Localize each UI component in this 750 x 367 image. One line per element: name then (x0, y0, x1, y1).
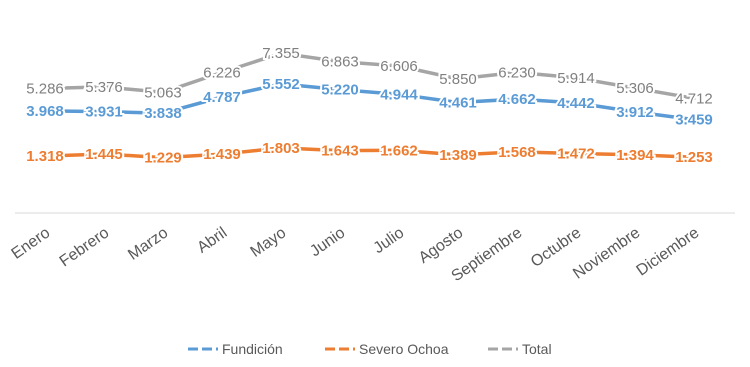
data-label-fundici-n: 3.931 (85, 104, 123, 121)
data-label-severo-ochoa: 1.229 (144, 150, 182, 167)
data-label-total: 6.606 (380, 58, 418, 75)
data-label-fundici-n: 3.459 (675, 112, 713, 129)
data-label-severo-ochoa: 1.445 (85, 146, 123, 163)
data-label-fundici-n: 4.662 (498, 91, 536, 108)
x-tick-label: Julio (371, 224, 408, 257)
data-label-severo-ochoa: 1.253 (675, 149, 713, 166)
data-label-fundici-n: 4.461 (439, 95, 477, 112)
data-label-total: 5.063 (144, 84, 182, 101)
legend-label: Severo Ochoa (359, 341, 449, 357)
series-line-fundici-n (43, 82, 696, 122)
data-label-fundici-n: 4.944 (380, 86, 418, 103)
x-tick-label: Noviembre (570, 224, 643, 282)
data-label-fundici-n: 3.912 (616, 104, 654, 121)
legend: Fundición Severo Ochoa Total (188, 341, 552, 357)
x-tick-label: Mayo (247, 224, 289, 260)
data-label-total: 4.712 (675, 90, 713, 107)
data-label-severo-ochoa: 1.803 (262, 140, 300, 157)
x-tick-label: Agosto (416, 224, 467, 267)
data-label-severo-ochoa: 1.389 (439, 147, 477, 164)
series-line-total (43, 51, 696, 101)
data-label-fundici-n: 3.838 (144, 105, 182, 122)
data-label-total: 5.286 (26, 81, 64, 98)
legend-item-fundici-n: Fundición (188, 341, 283, 357)
legend-label: Fundición (222, 341, 283, 357)
data-label-total: 6.226 (203, 64, 241, 81)
data-label-fundici-n: 5.220 (321, 82, 359, 99)
x-tick-label: Enero (9, 224, 54, 262)
data-label-fundici-n: 5.552 (262, 76, 300, 93)
legend-item-severo-ochoa: Severo Ochoa (325, 341, 449, 357)
x-tick-label: Abril (194, 224, 230, 256)
data-label-severo-ochoa: 1.643 (321, 143, 359, 160)
data-label-severo-ochoa: 1.662 (380, 142, 418, 159)
data-label-fundici-n: 3.968 (26, 103, 64, 120)
data-label-severo-ochoa: 1.568 (498, 144, 536, 161)
data-label-total: 5.914 (557, 70, 595, 87)
x-axis-tick-labels: Enero Febrero Marzo Abril Mayo Junio Julio Agos… (9, 224, 703, 285)
data-labels: 3.968 3.931 3.838 4.787 5.552 5.220 4.944 4.461… (24, 43, 715, 168)
legend-label: Total (522, 341, 552, 357)
data-label-total: 5.850 (439, 71, 477, 88)
data-label-total: 5.376 (85, 79, 123, 96)
data-label-total: 6.230 (498, 64, 536, 81)
data-label-total: 6.863 (321, 54, 359, 71)
data-label-total: 7.355 (262, 45, 300, 62)
data-label-severo-ochoa: 1.472 (557, 146, 595, 163)
x-tick-label: Diciembre (634, 224, 703, 279)
x-tick-label: Junio (307, 224, 348, 260)
data-label-fundici-n: 4.787 (203, 89, 241, 106)
data-label-severo-ochoa: 1.439 (203, 146, 241, 163)
data-label-total: 5.306 (616, 80, 654, 97)
data-label-fundici-n: 4.442 (557, 95, 595, 112)
data-label-severo-ochoa: 1.394 (616, 147, 654, 164)
series-lines (43, 51, 696, 160)
legend-item-total: Total (488, 341, 552, 357)
x-tick-label: Febrero (57, 224, 113, 270)
x-tick-label: Marzo (125, 224, 171, 263)
series-line-severo-ochoa (43, 146, 696, 160)
data-label-severo-ochoa: 1.318 (26, 148, 64, 165)
